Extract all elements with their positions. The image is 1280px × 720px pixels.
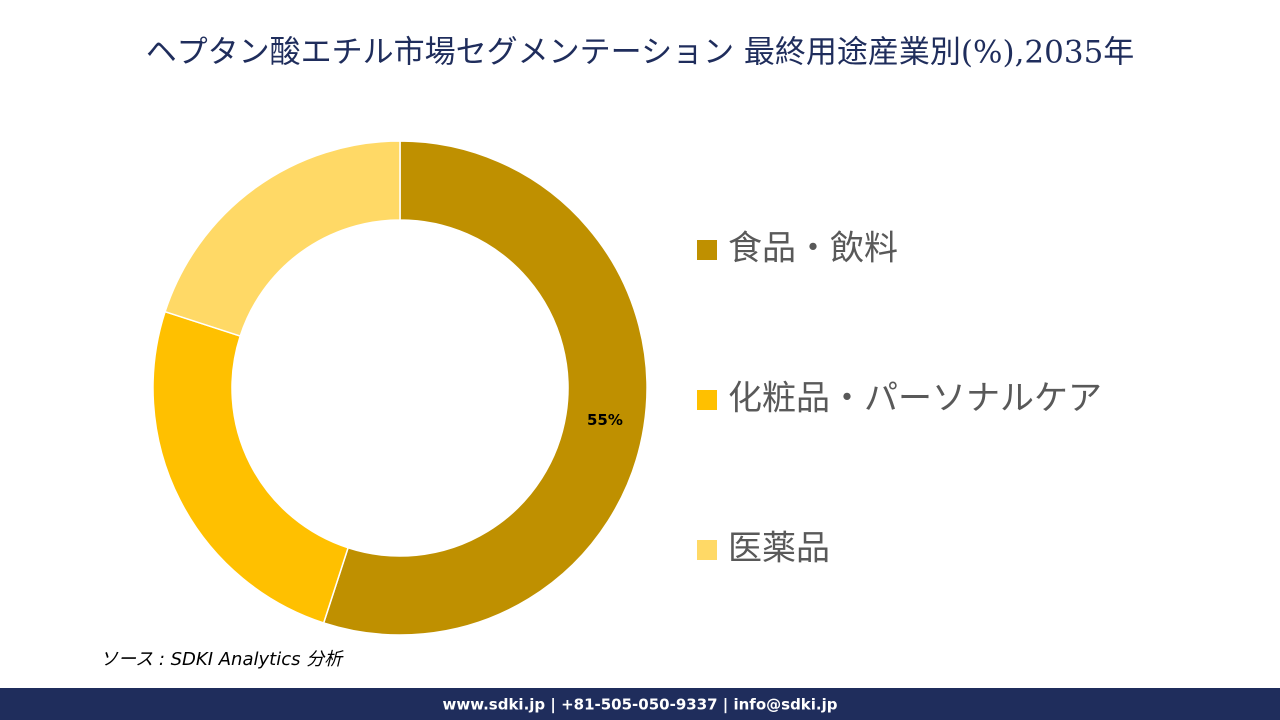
donut-segment: [152, 310, 350, 624]
legend-label: 医薬品: [728, 529, 830, 569]
chart-title: ヘプタン酸エチル市場セグメンテーション 最終用途産業別(%),2035年: [146, 35, 1135, 71]
data-label: 55%: [587, 411, 623, 429]
legend-label: 食品・飲料: [728, 229, 898, 269]
legend-swatch: [697, 240, 717, 260]
legend-swatch: [697, 540, 717, 560]
footer-bar: [0, 688, 1280, 720]
legend-label: 化粧品・パーソナルケア: [728, 379, 1102, 419]
footer-text: www.sdki.jp | +81-505-050-9337 | info@sd…: [442, 696, 837, 715]
source-note: ソース : SDKI Analytics 分析: [100, 649, 344, 670]
legend-swatch: [697, 390, 717, 410]
donut-segment: [164, 140, 401, 338]
donut-segment: [322, 140, 648, 636]
